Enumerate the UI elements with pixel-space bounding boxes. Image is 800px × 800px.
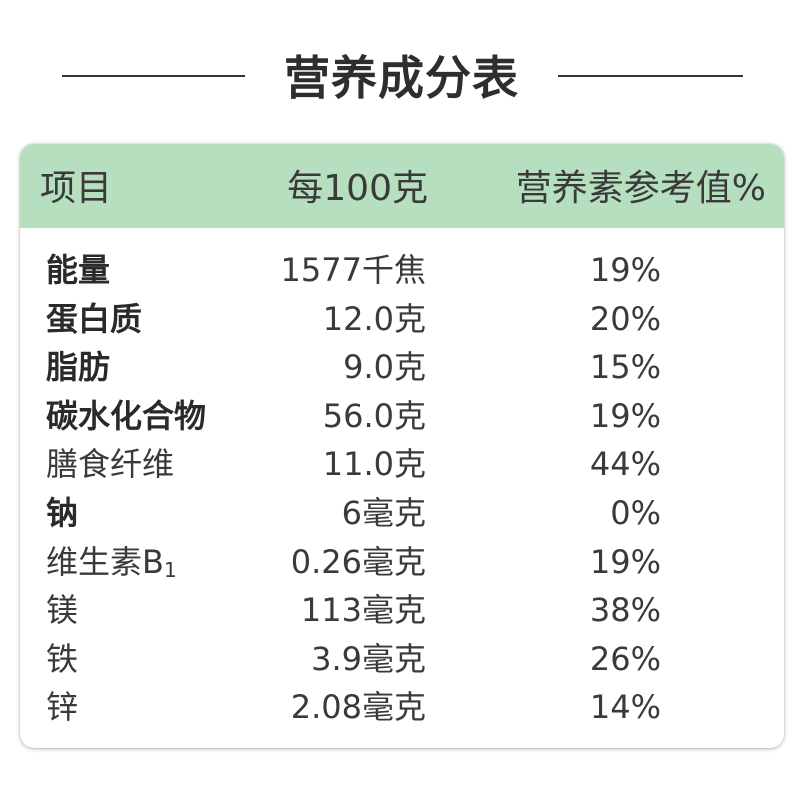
nutrient-name: 碳水化合物 bbox=[46, 392, 206, 440]
header-item: 项目 bbox=[40, 168, 113, 209]
nutrient-nrv: 15% bbox=[589, 348, 661, 387]
title-divider-right bbox=[558, 75, 743, 77]
table-row: 维生素B1 0.26毫克 19% bbox=[20, 538, 784, 587]
table-row: 蛋白质 12.0克 20% bbox=[20, 295, 784, 344]
nutrient-value: 56.0克 bbox=[322, 396, 426, 435]
nutrient-name: 维生素B1 bbox=[46, 538, 177, 594]
nutrient-name-text: 能量 bbox=[46, 251, 111, 289]
nutrient-nrv: 19% bbox=[589, 396, 661, 435]
nutrient-name: 蛋白质 bbox=[46, 295, 142, 343]
nutrition-table: 项目 每100克 营养素参考值% 能量 1577千焦 19% 蛋白质 12.0克 20% 脂… bbox=[20, 144, 784, 748]
nutrient-name: 能量 bbox=[46, 246, 110, 294]
header-per-100g: 每100克 bbox=[287, 168, 428, 209]
nutrient-nrv: 38% bbox=[589, 591, 661, 630]
nutrient-name-text: 脂肪 bbox=[46, 348, 111, 387]
nutrient-value: 9.0克 bbox=[343, 348, 426, 387]
title-divider-left bbox=[62, 75, 245, 77]
nutrient-name: 锌 bbox=[46, 683, 78, 731]
table-row: 碳水化合物 56.0克 19% bbox=[20, 392, 784, 441]
table-body: 能量 1577千焦 19% 蛋白质 12.0克 20% 脂肪 9.0克 15% 碳水化合物 56.0… bbox=[20, 246, 784, 732]
nutrient-name: 脂肪 bbox=[46, 343, 110, 391]
nutrient-name-text: 膳食纤维 bbox=[46, 445, 175, 484]
nutrient-value: 113毫克 bbox=[300, 591, 426, 630]
table-header: 项目 每100克 营养素参考值% bbox=[20, 144, 784, 228]
nutrient-value: 2.08毫克 bbox=[290, 688, 426, 727]
nutrient-name: 镁 bbox=[46, 586, 78, 634]
nutrient-name: 膳食纤维 bbox=[46, 440, 174, 488]
nutrient-name-text: 维生素B bbox=[46, 542, 164, 581]
nutrient-nrv: 26% bbox=[589, 639, 661, 678]
table-row: 铁 3.9毫克 26% bbox=[20, 635, 784, 684]
header-nrv: 营养素参考值% bbox=[515, 168, 766, 209]
table-row: 镁 113毫克 38% bbox=[20, 586, 784, 635]
nutrient-value: 12.0克 bbox=[322, 299, 426, 338]
title-row: 营养成分表 bbox=[0, 38, 800, 118]
nutrient-name-text: 钠 bbox=[46, 493, 79, 532]
nutrient-name-subscript: 1 bbox=[163, 557, 177, 582]
nutrient-name-text: 碳水化合物 bbox=[46, 396, 207, 435]
nutrient-name-text: 镁 bbox=[46, 591, 79, 630]
nutrient-nrv: 44% bbox=[589, 445, 661, 484]
nutrient-value: 1577千焦 bbox=[280, 251, 426, 289]
nutrient-name-text: 蛋白质 bbox=[46, 299, 143, 338]
table-row: 脂肪 9.0克 15% bbox=[20, 343, 784, 392]
nutrient-name-text: 铁 bbox=[46, 639, 79, 678]
nutrient-value: 3.9毫克 bbox=[311, 639, 426, 678]
nutrient-value: 11.0克 bbox=[322, 445, 426, 484]
nutrient-value: 0.26毫克 bbox=[290, 542, 426, 581]
table-row: 锌 2.08毫克 14% bbox=[20, 683, 784, 732]
nutrient-name-text: 锌 bbox=[46, 688, 79, 727]
nutrient-nrv: 14% bbox=[589, 688, 661, 727]
nutrient-nrv: 19% bbox=[589, 251, 661, 289]
nutrient-nrv: 19% bbox=[589, 542, 661, 581]
nutrient-nrv: 20% bbox=[589, 299, 661, 338]
nutrient-value: 6毫克 bbox=[341, 493, 426, 532]
table-row: 钠 6毫克 0% bbox=[20, 489, 784, 538]
table-row: 能量 1577千焦 19% bbox=[20, 246, 784, 295]
nutrient-name: 铁 bbox=[46, 635, 78, 683]
page-title: 营养成分表 bbox=[284, 51, 519, 105]
nutrient-name: 钠 bbox=[46, 489, 78, 537]
table-row: 膳食纤维 11.0克 44% bbox=[20, 440, 784, 489]
nutrient-nrv: 0% bbox=[610, 493, 661, 532]
